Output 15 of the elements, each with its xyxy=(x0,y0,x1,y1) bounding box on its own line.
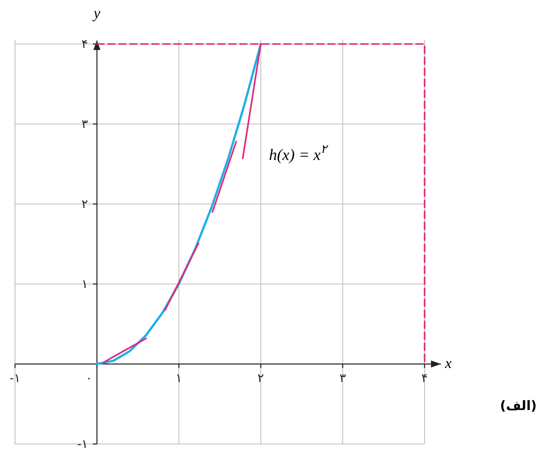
x-tick-label: ۱ xyxy=(176,371,182,385)
y-tick-label: -۱ xyxy=(77,437,88,451)
y-tick-label: ۱ xyxy=(81,277,88,291)
text: (الف) xyxy=(500,399,537,414)
x-axis-title: x xyxy=(444,356,452,372)
x-tick-label: ۳ xyxy=(339,371,346,385)
x-tick-label: ۴ xyxy=(421,371,428,385)
y-tick-label: ۲ xyxy=(81,197,88,211)
x-tick-label: ۰ xyxy=(86,371,92,385)
x-tick-label: -۱ xyxy=(10,371,20,385)
line-series xyxy=(96,42,262,366)
x-tick-label: ۲ xyxy=(258,371,264,385)
y-tick-label: ۳ xyxy=(81,117,88,131)
y-axis-title: y xyxy=(92,6,101,22)
y-tick-label: ۴ xyxy=(81,37,88,51)
